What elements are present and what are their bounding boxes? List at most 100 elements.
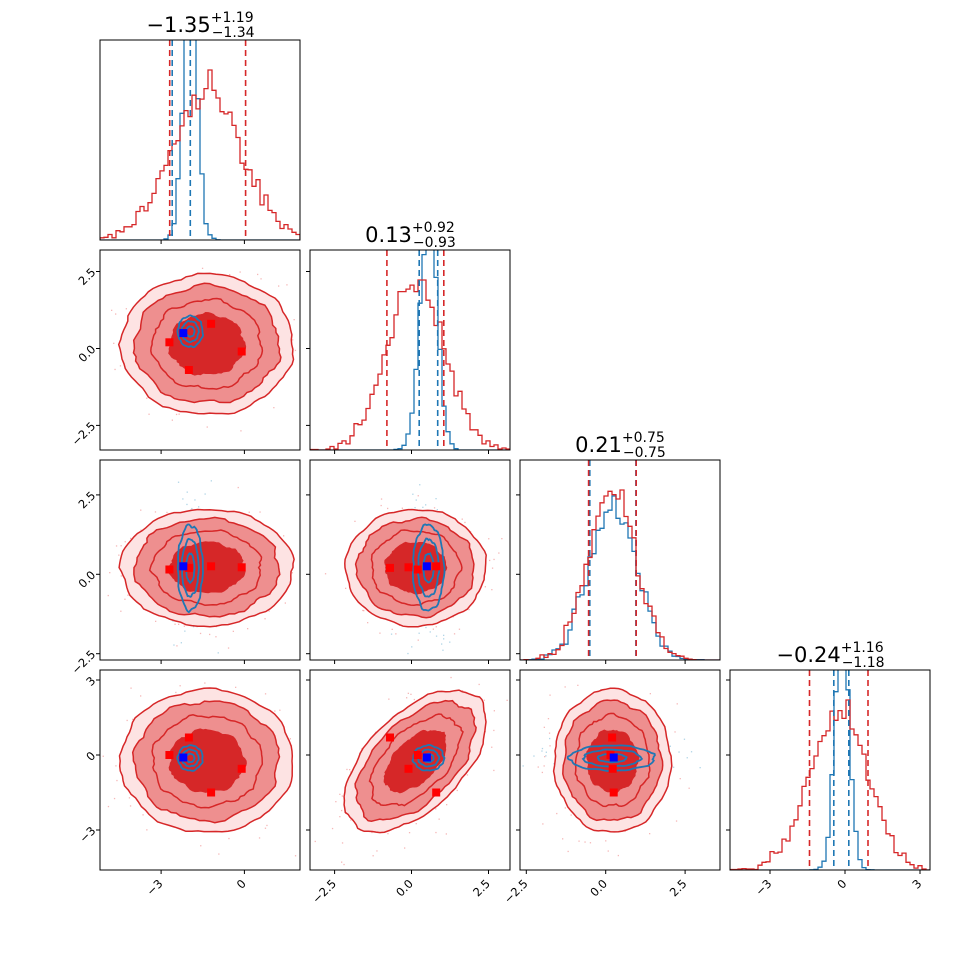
scatter-point xyxy=(206,426,208,428)
panel-hist-0 xyxy=(100,40,300,240)
scatter-point xyxy=(345,587,347,589)
scatter-point xyxy=(362,609,364,612)
scatter-point xyxy=(395,633,397,635)
scatter-point xyxy=(128,797,131,799)
scatter-point xyxy=(237,486,239,489)
scatter-point xyxy=(367,622,369,624)
x-tick-label: 0 xyxy=(834,877,849,892)
scatter-point xyxy=(120,610,122,612)
scatter-point xyxy=(683,738,686,740)
scatter-point xyxy=(415,823,417,825)
scatter-point xyxy=(493,710,495,712)
title-median: −1.35 xyxy=(146,13,210,37)
scatter-point xyxy=(390,633,393,635)
scatter-point xyxy=(301,774,302,775)
scatter-point xyxy=(173,644,175,646)
scatter-point xyxy=(443,634,445,636)
scatter-point xyxy=(148,413,150,415)
scatter-point xyxy=(541,771,543,774)
scatter-point xyxy=(215,636,217,638)
scatter-point xyxy=(501,538,503,540)
scatter-point xyxy=(436,509,438,511)
scatter-point xyxy=(127,594,129,596)
title-minus: −1.18 xyxy=(842,655,885,671)
scatter-point xyxy=(124,541,126,543)
scatter-point xyxy=(404,847,406,849)
scatter-point xyxy=(140,509,142,511)
x-tick-label: −3 xyxy=(753,877,775,899)
scatter-point xyxy=(132,718,134,720)
scatter-point xyxy=(446,804,448,806)
scatter-point xyxy=(126,719,128,722)
scatter-point xyxy=(183,625,185,627)
scatter-point xyxy=(232,630,234,632)
panel-2d-0-2 xyxy=(107,480,334,654)
scatter-point xyxy=(506,699,508,701)
red-marker xyxy=(207,788,216,797)
y-tick-label: 0 xyxy=(83,749,98,764)
scatter-point xyxy=(124,598,126,600)
scatter-point xyxy=(350,771,352,773)
scatter-point xyxy=(130,537,132,540)
scatter-point xyxy=(491,567,494,569)
scatter-point xyxy=(194,499,196,501)
scatter-point xyxy=(102,755,104,757)
scatter-point xyxy=(218,853,220,855)
scatter-point xyxy=(118,554,120,556)
scatter-point xyxy=(483,699,485,701)
scatter-point xyxy=(607,850,609,852)
blue-histogram xyxy=(310,250,510,450)
scatter-point xyxy=(449,641,451,643)
scatter-point xyxy=(120,545,122,547)
red-marker xyxy=(413,751,422,759)
red-marker xyxy=(386,733,394,742)
scatter-point xyxy=(498,552,500,554)
scatter-point xyxy=(543,726,545,728)
scatter-point xyxy=(443,638,445,640)
scatter-point xyxy=(279,709,281,711)
scatter-point xyxy=(248,511,250,513)
scatter-point xyxy=(120,575,122,577)
blue-histogram xyxy=(730,670,930,870)
panel-hist-2 xyxy=(520,460,720,660)
red-marker xyxy=(608,764,617,773)
scatter-point xyxy=(341,809,343,812)
panel-2d-0-1 xyxy=(111,267,297,432)
red-marker xyxy=(404,563,413,572)
blue-contour xyxy=(411,743,446,772)
scatter-point xyxy=(129,805,132,807)
scatter-point xyxy=(228,837,230,840)
scatter-point xyxy=(346,768,348,771)
scatter-point xyxy=(333,628,334,629)
scatter-point xyxy=(109,572,111,574)
scatter-point xyxy=(107,805,110,808)
red-marker xyxy=(165,751,174,759)
scatter-point xyxy=(387,507,389,510)
scatter-point xyxy=(564,686,566,688)
scatter-point xyxy=(562,838,564,840)
scatter-point xyxy=(429,631,431,633)
scatter-point xyxy=(549,694,551,696)
scatter-point xyxy=(201,267,204,269)
red-marker xyxy=(432,562,441,571)
scatter-point xyxy=(425,626,427,629)
scatter-point xyxy=(464,521,466,524)
title-plus: +1.19 xyxy=(211,10,254,26)
scatter-point xyxy=(484,586,486,588)
panel-title: −1.35+1.19 xyxy=(146,10,253,37)
scatter-point xyxy=(341,842,344,844)
scatter-point xyxy=(125,308,127,310)
panel-title: −0.24+1.16 xyxy=(776,640,883,667)
scatter-point xyxy=(177,481,180,483)
x-tick-label: −3 xyxy=(144,877,166,899)
scatter-point xyxy=(186,503,188,506)
scatter-point xyxy=(200,845,202,847)
scatter-point xyxy=(678,751,680,753)
scatter-point xyxy=(113,797,116,800)
scatter-point xyxy=(227,647,230,649)
scatter-point xyxy=(172,620,174,622)
scatter-point xyxy=(182,498,184,500)
scatter-point xyxy=(273,407,275,409)
blue-marker xyxy=(179,329,188,338)
